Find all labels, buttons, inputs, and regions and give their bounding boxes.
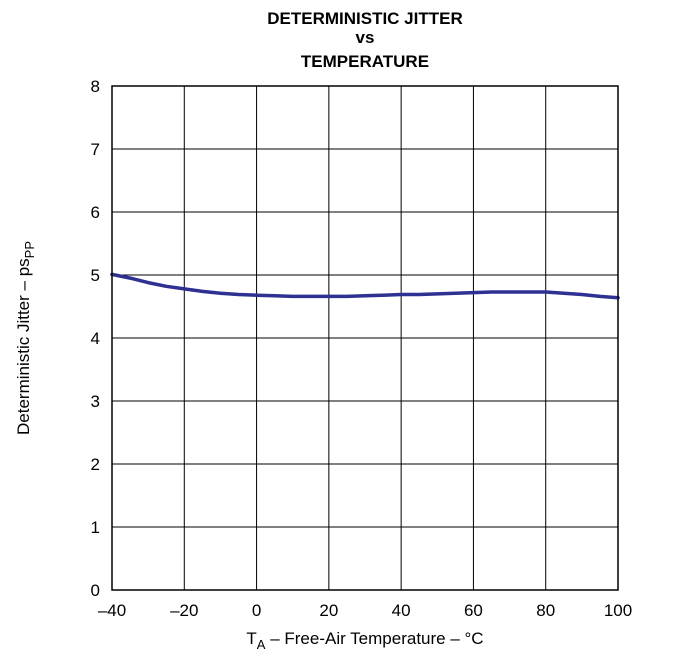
x-tick-label: –40 <box>98 601 126 620</box>
x-tick-label: –20 <box>170 601 198 620</box>
x-tick-label: 60 <box>464 601 483 620</box>
y-tick-label: 5 <box>91 266 100 285</box>
x-tick-labels: –40 –20 0 20 40 60 80 100 <box>98 601 632 620</box>
y-axis-label-sub: PP <box>22 241 37 258</box>
y-tick-label: 1 <box>91 518 100 537</box>
grid <box>111 85 619 591</box>
title-line-2: vs <box>356 28 375 47</box>
series-layer <box>110 272 620 300</box>
y-tick-label: 8 <box>91 77 100 96</box>
x-tick-label: 20 <box>319 601 338 620</box>
x-tick-label: 0 <box>252 601 261 620</box>
x-axis-label: TA – Free-Air Temperature – °C <box>246 629 483 652</box>
chart-title: DETERMINISTIC JITTER vs TEMPERATURE <box>267 9 463 71</box>
y-axis-label-main: Deterministic Jitter – ps <box>14 258 33 435</box>
title-line-3: TEMPERATURE <box>301 52 429 71</box>
y-tick-labels: 0 1 2 3 4 5 6 7 8 <box>91 77 100 600</box>
series-line-0 <box>110 272 620 300</box>
x-tick-label: 100 <box>604 601 632 620</box>
x-tick-label: 80 <box>536 601 555 620</box>
title-line-1: DETERMINISTIC JITTER <box>267 9 463 28</box>
x-axis-label-sub: A <box>257 637 266 652</box>
y-tick-label: 4 <box>91 329 100 348</box>
y-tick-label: 2 <box>91 455 100 474</box>
x-axis-label-rest: – Free-Air Temperature – °C <box>265 629 483 648</box>
y-tick-label: 3 <box>91 392 100 411</box>
x-tick-label: 40 <box>392 601 411 620</box>
y-tick-label: 7 <box>91 140 100 159</box>
x-axis-label-main: T <box>246 629 256 648</box>
y-axis-label: Deterministic Jitter – psPP <box>14 241 37 435</box>
y-tick-label: 6 <box>91 203 100 222</box>
plot-frame <box>111 85 619 591</box>
y-tick-label: 0 <box>91 581 100 600</box>
